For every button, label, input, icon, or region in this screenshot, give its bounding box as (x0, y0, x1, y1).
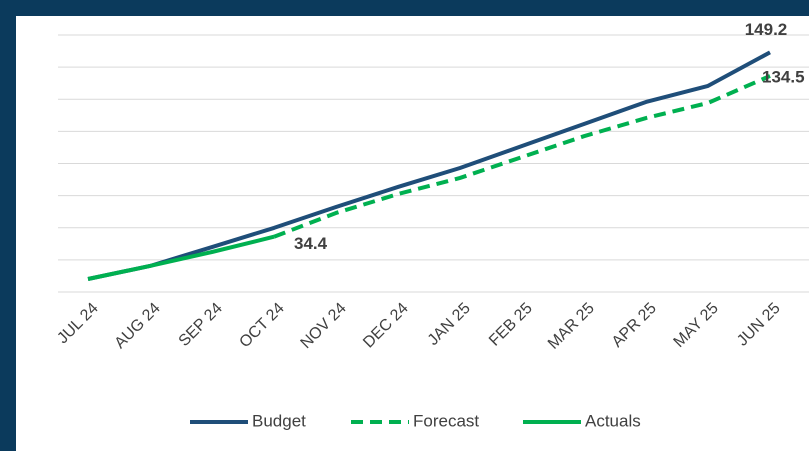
data-label: 134.5 (762, 67, 805, 86)
legend-label: Forecast (413, 411, 479, 430)
data-label: 34.4 (294, 234, 328, 253)
legend-label: Budget (252, 411, 306, 430)
legend-label: Actuals (585, 411, 641, 430)
chart-background (16, 16, 809, 451)
series-line (87, 234, 275, 281)
data-label: 149.2 (745, 20, 788, 39)
series-line (87, 50, 771, 281)
